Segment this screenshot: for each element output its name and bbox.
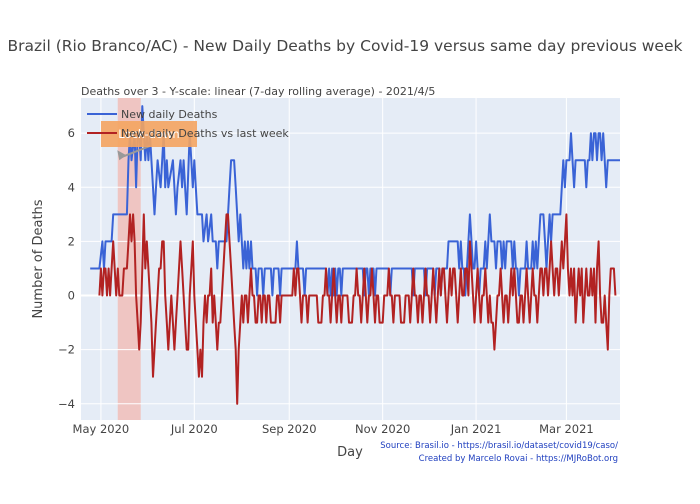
y-tick-label: 6 bbox=[68, 126, 75, 140]
x-tick-label: Sep 2020 bbox=[262, 422, 317, 436]
annotation-text: Lock-down bbox=[118, 127, 179, 141]
y-tick-label: −2 bbox=[58, 343, 75, 357]
legend-label: New daily Deaths bbox=[121, 108, 218, 121]
x-tick-label: May 2020 bbox=[73, 422, 130, 436]
y-tick-label: 2 bbox=[68, 234, 75, 248]
y-axis-label: Number of Deaths bbox=[31, 199, 46, 318]
credit-note: Created by Marcelo Rovai - https://MJRoB… bbox=[419, 454, 618, 464]
x-tick-label: Jul 2020 bbox=[170, 422, 218, 436]
chart-subtitle: Deaths over 3 - Y-scale: linear (7-day r… bbox=[81, 85, 435, 98]
legend-label: New daily Deaths vs last week bbox=[121, 127, 289, 140]
x-tick-label: Mar 2021 bbox=[539, 422, 594, 436]
annotation-arrowhead bbox=[117, 150, 127, 161]
y-tick-label: 4 bbox=[68, 180, 75, 194]
x-tick-label: Jan 2021 bbox=[450, 422, 502, 436]
x-axis-label: Day bbox=[337, 445, 363, 460]
series-line-new-daily-deaths bbox=[90, 105, 620, 297]
series-line-deaths-vs-last-week bbox=[98, 213, 617, 405]
x-tick-label: Nov 2020 bbox=[355, 422, 410, 436]
source-note: Source: Brasil.io - https://brasil.io/da… bbox=[380, 441, 618, 451]
plot-area bbox=[81, 98, 620, 420]
y-tick-label: −4 bbox=[58, 397, 75, 411]
y-tick-label: 0 bbox=[68, 289, 75, 303]
chart-title: Brazil (Rio Branco/AC) - New Daily Death… bbox=[8, 37, 683, 55]
